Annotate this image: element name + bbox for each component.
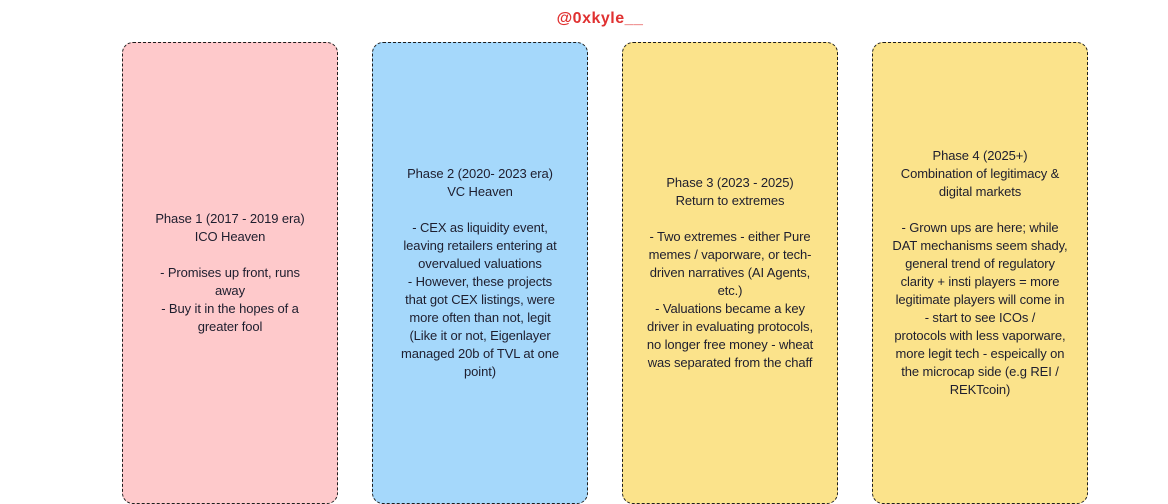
phase-4-title: Phase 4 (2025+) Combination of legitimac… [900,148,1060,199]
phase-4-card: Phase 4 (2025+) Combination of legitimac… [872,42,1088,504]
phase-3-title: Phase 3 (2023 - 2025) Return to extremes [666,175,794,208]
diagram-canvas: @0xkyle__ Phase 1 (2017 - 2019 era) ICO … [122,10,1088,504]
phase-3-body: - Two extremes - either Pure memes / vap… [646,229,814,370]
phase-1-body: - Promises up front, runs away - Buy it … [160,265,300,334]
phase-2-body: - CEX as liquidity event, leaving retail… [401,220,559,379]
phase-3-card: Phase 3 (2023 - 2025) Return to extremes… [622,42,838,504]
phase-1-card: Phase 1 (2017 - 2019 era) ICO Heaven - P… [122,42,338,504]
phase-4-body: - Grown ups are here; while DAT mechanis… [892,220,1068,397]
phase-1-title: Phase 1 (2017 - 2019 era) ICO Heaven [155,211,305,244]
author-handle: @0xkyle__ [556,10,644,27]
phase-2-title: Phase 2 (2020- 2023 era) VC Heaven [407,166,553,199]
phase-2-card: Phase 2 (2020- 2023 era) VC Heaven - CEX… [372,42,588,504]
